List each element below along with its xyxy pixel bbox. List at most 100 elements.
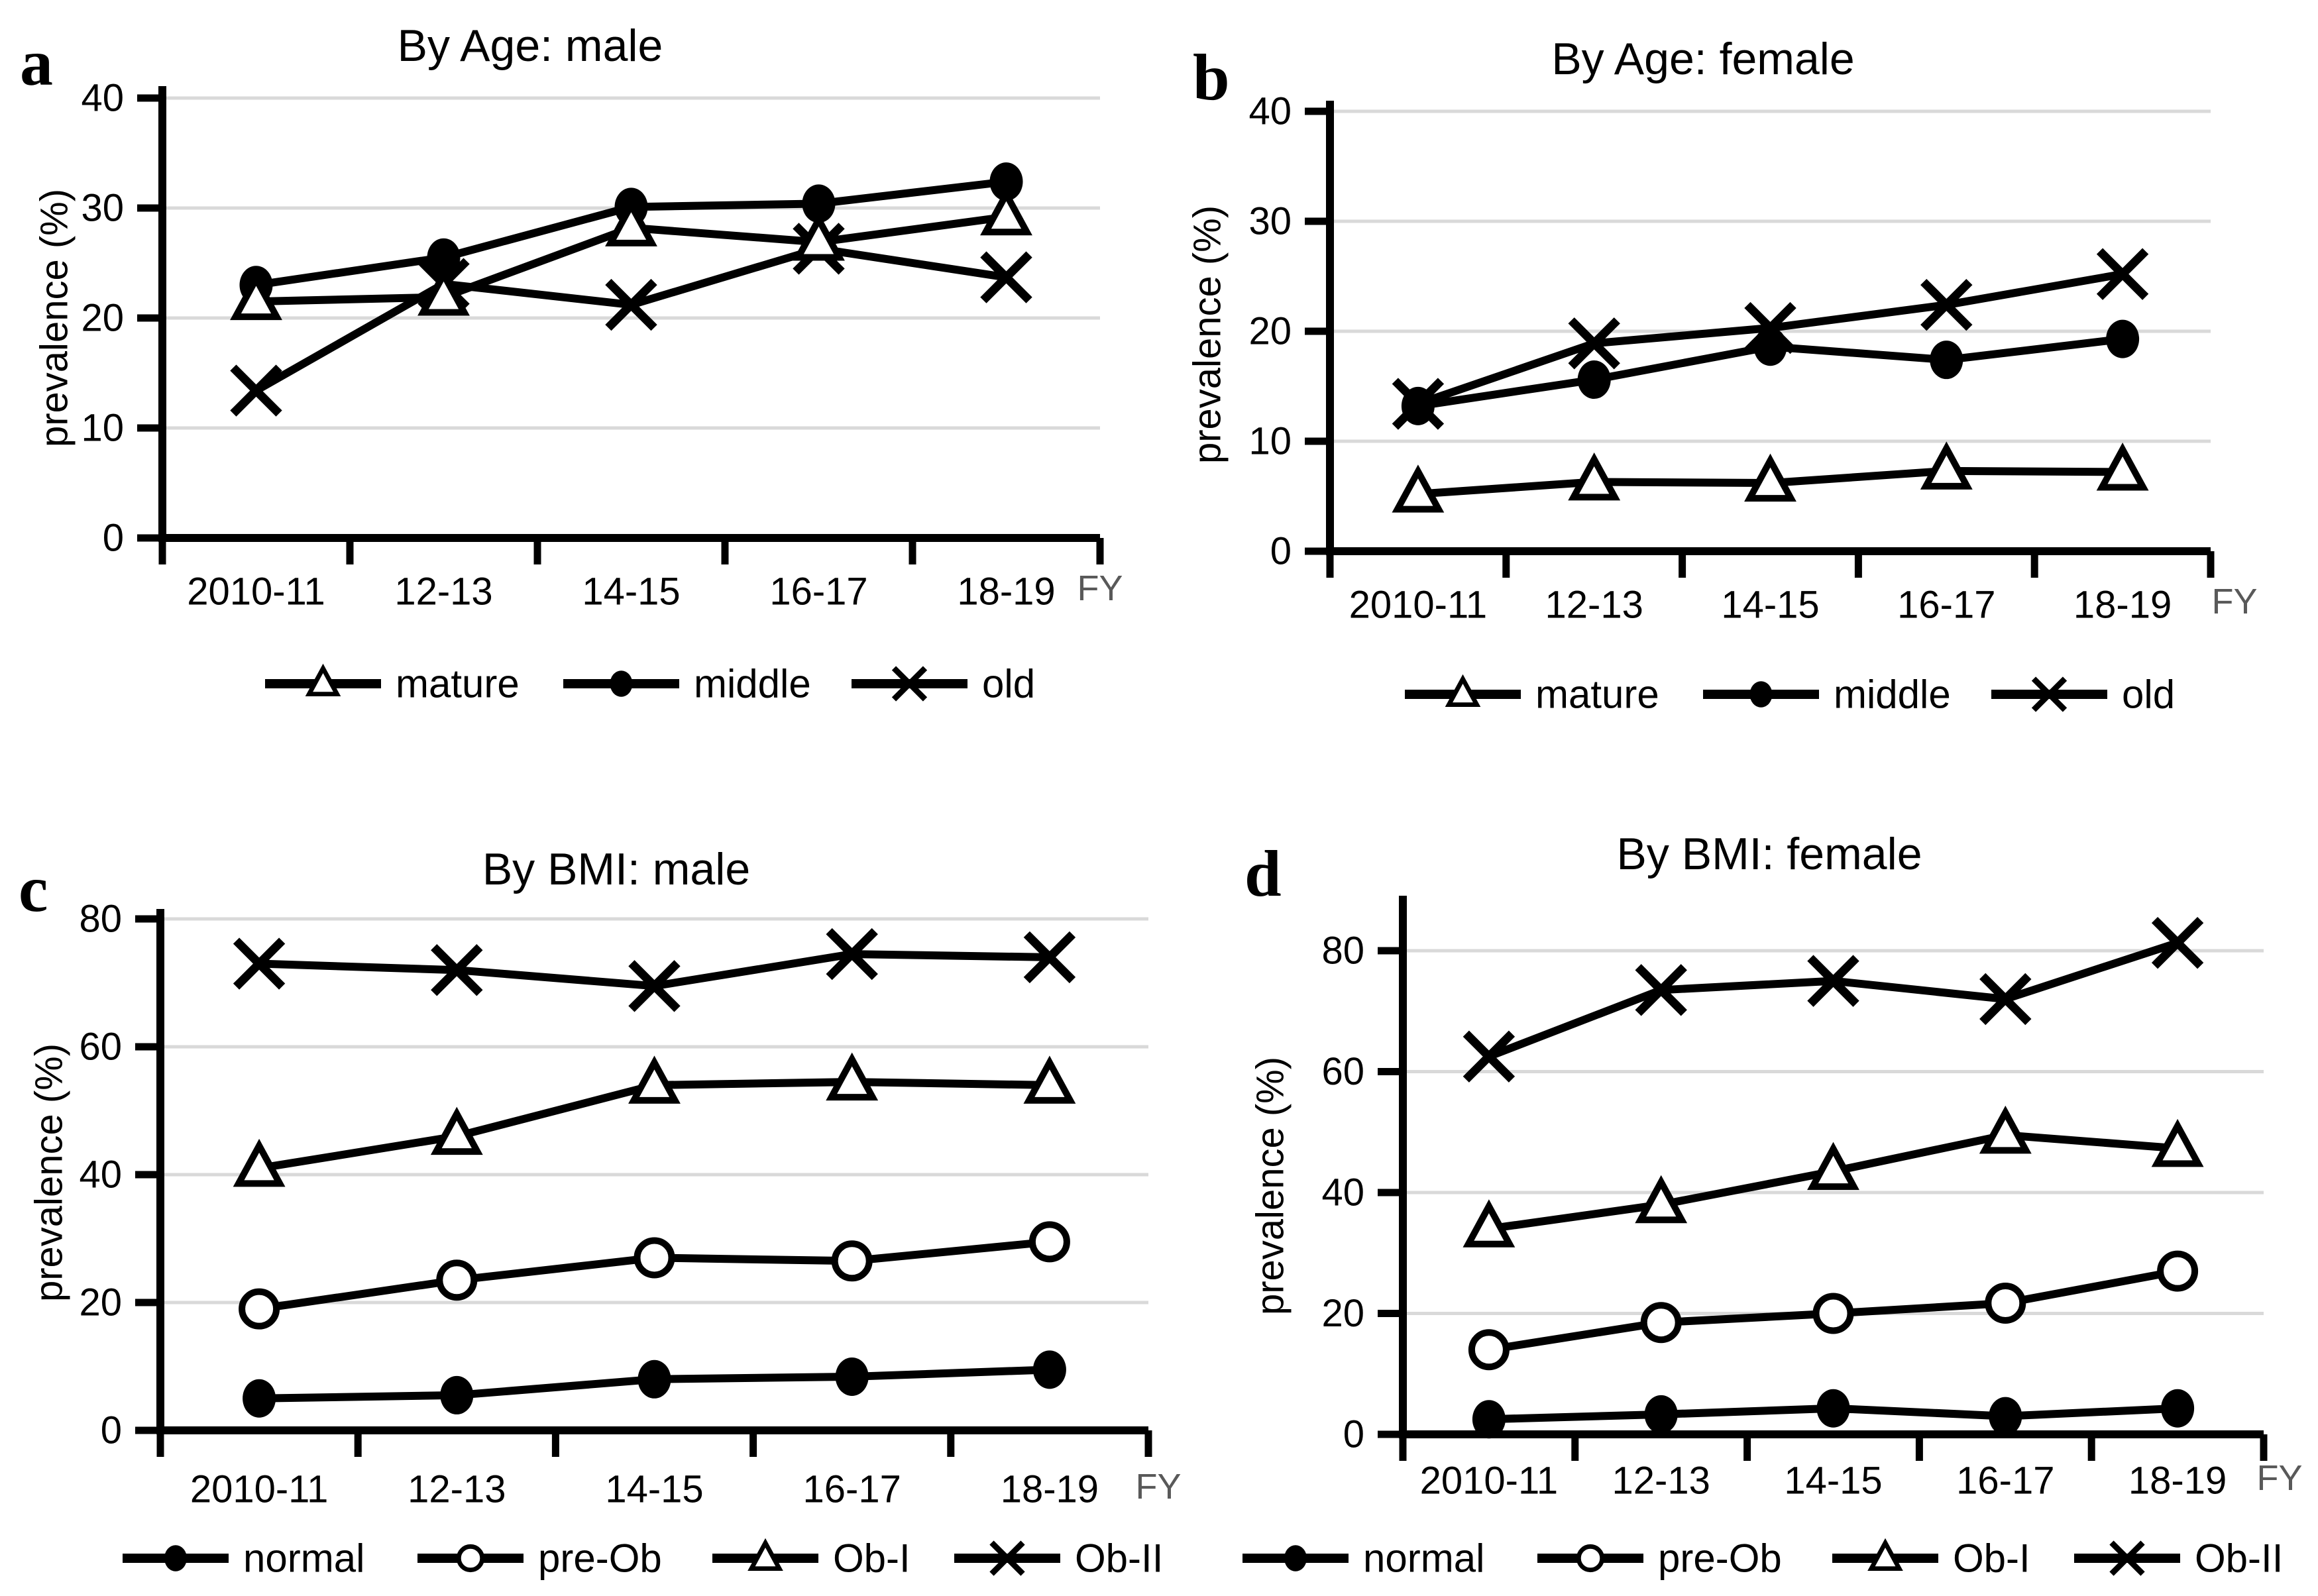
marker-x [1979,973,2032,1026]
marker-triangle-open [793,212,845,261]
y-tick-label-20: 20 [1321,1292,1364,1335]
marker-triangle-open [233,1138,286,1187]
panel-b: b By Age: female 0 10 20 30 40 2010-11 12-13 14-1… [1186,34,2258,717]
marker-x [891,666,928,702]
y-tick-label-60: 60 [79,1026,122,1069]
x-tick-label-3: 16-17 [1956,1460,2054,1503]
marker-x [1568,317,1620,370]
marker-x [2151,916,2204,969]
marker-x [1635,964,1687,1016]
marker-circle-filled [1749,681,1773,708]
panel-letter-d: d [1244,837,1282,910]
marker-x [2109,1540,2145,1576]
x-tick-label-1: 12-13 [1612,1460,1710,1503]
marker-triangle-open [305,663,341,697]
y-tick-label-40: 40 [81,77,124,120]
marker-triangle-open [1568,452,1621,501]
marker-circle-filled [2161,1389,2195,1428]
panel-letter-a: a [20,26,53,99]
marker-circle-filled [164,1545,187,1571]
legend-item-Ob-II: Ob-II [954,1536,1163,1581]
legend-item-middle: middle [1703,672,1951,717]
series-markers-normal [243,1350,1066,1418]
marker-triangle-open [1979,1105,2032,1154]
y-axis-title: prevalence (%) [1249,1057,1292,1315]
legend-label-pre-Ob: pre-Ob [1658,1536,1782,1581]
marker-triangle-open [2096,443,2149,491]
marker-circle-filled [1930,341,1963,380]
series-markers-mature [1392,441,2149,513]
x-axis-unit-label: FY [1135,1467,1181,1507]
y-tick-label-80: 80 [79,898,122,941]
panel-letter-b: b [1193,40,1230,114]
marker-x [2096,248,2149,300]
marker-circle-filled [1032,1350,1066,1389]
series-markers-Ob-II [233,928,1076,1012]
marker-circle-filled [1284,1545,1307,1571]
marker-triangle-open [1392,464,1445,513]
x-tick-label-2: 14-15 [1784,1460,1882,1503]
y-tick-label-20: 20 [79,1281,122,1324]
marker-circle-filled [610,670,633,697]
marker-triangle-open [430,1106,483,1155]
marker-x [1023,931,1076,984]
marker-x [980,251,1032,303]
y-tick-label-30: 30 [1248,200,1292,243]
y-tick-label-0: 0 [103,517,124,560]
marker-circle-filled [802,184,836,223]
marker-circle-open [436,1259,478,1301]
marker-triangle-open [1635,1175,1688,1224]
y-tick-label-40: 40 [1321,1171,1364,1214]
marker-circle-filled [1644,1395,1678,1434]
panel-title: By Age: female [1551,34,1854,84]
marker-x [826,928,878,981]
legend-item-Ob-I: Ob-I [712,1536,911,1581]
marker-circle-open [1028,1221,1070,1263]
legend-item-normal: normal [1242,1536,1484,1581]
marker-triangle-open [826,1052,879,1101]
panel-d: d By BMI: female 0 20 40 60 80 2010-11 12-13 14-1… [1242,829,2303,1581]
marker-x [989,1540,1025,1576]
marker-circle-filled [637,1359,671,1399]
marker-triangle-open [1867,1538,1903,1571]
marker-circle-open [239,1288,280,1330]
x-tick-label-0: 2010-11 [190,1468,329,1511]
marker-circle-filled [1753,327,1787,366]
x-tick-label-1: 12-13 [394,570,492,613]
panel-title: By BMI: female [1616,829,1922,879]
x-tick-label-4: 18-19 [1001,1468,1099,1511]
marker-x [628,960,681,1012]
marker-circle-filled [1989,1397,2022,1436]
y-tick-label-60: 60 [1321,1050,1364,1093]
legend-item-pre-Ob: pre-Ob [1537,1536,1782,1581]
x-tick-label-0: 2010-11 [187,570,325,613]
legend: normal pre-Ob Ob-I Ob-II [123,1536,1163,1581]
y-tick-label-0: 0 [1343,1413,1364,1456]
marker-x [1920,278,1973,331]
x-tick-label-4: 18-19 [2128,1460,2227,1503]
series-markers-pre-Ob [239,1221,1070,1330]
panel-letter-c: c [19,852,48,926]
marker-x [431,944,483,996]
marker-circle-open [634,1237,675,1279]
legend-label-old: old [2122,672,2175,717]
series-markers-normal [1472,1389,2195,1439]
marker-circle-filled [1577,360,1611,399]
legend-label-Ob-II: Ob-II [2195,1536,2283,1581]
x-tick-label-2: 14-15 [605,1468,703,1511]
marker-circle-open [1812,1293,1854,1334]
marker-circle-filled [427,238,461,277]
y-tick-label-0: 0 [1270,530,1292,573]
x-tick-label-3: 16-17 [1897,584,1995,627]
y-tick-label-10: 10 [81,407,124,450]
marker-triangle-open [1445,674,1481,708]
legend-label-normal: normal [243,1536,364,1581]
legend: mature middle old [1405,672,2175,717]
marker-x [605,278,657,331]
marker-circle-open [1468,1329,1510,1371]
y-tick-label-20: 20 [1248,310,1292,353]
legend-label-mature: mature [1535,672,1659,717]
series-markers-Ob-II [1463,916,2204,1083]
x-axis-unit-label: FY [1077,568,1123,608]
